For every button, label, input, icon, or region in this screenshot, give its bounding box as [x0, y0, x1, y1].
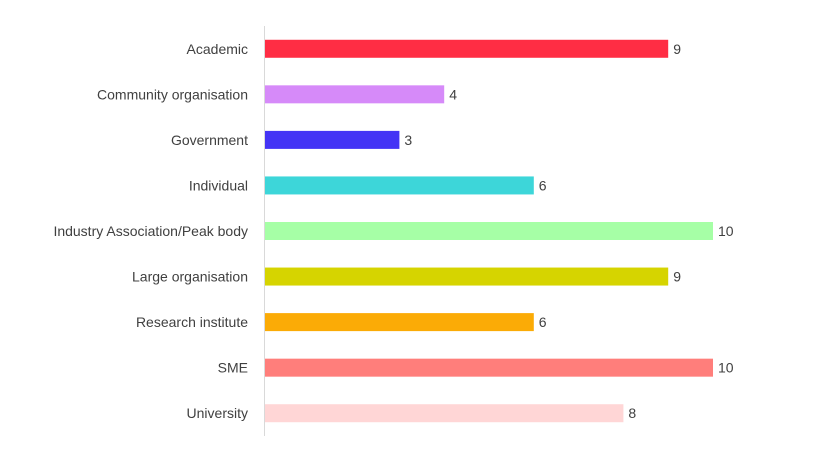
bar-individual [265, 176, 534, 195]
bar-group [265, 39, 713, 423]
category-label-research-institute: Research institute [136, 314, 248, 330]
category-label-university: University [187, 405, 248, 421]
category-labels: Academic Community organisation Government… [53, 41, 248, 421]
category-label-government: Government [171, 132, 248, 148]
value-label-government: 3 [404, 132, 412, 148]
category-label-academic: Academic [187, 41, 248, 57]
bar-large-organisation [265, 267, 669, 286]
bar-sme [265, 358, 713, 377]
category-label-community-organisation: Community organisation [97, 86, 248, 102]
value-label-research-institute: 6 [539, 314, 547, 330]
category-label-individual: Individual [189, 177, 248, 193]
bar-university [265, 404, 624, 423]
value-label-university: 8 [628, 405, 636, 421]
value-label-sme: 10 [718, 360, 734, 376]
value-label-community-organisation: 4 [449, 86, 457, 102]
bar-academic [265, 39, 669, 58]
category-label-large-organisation: Large organisation [132, 269, 248, 285]
bar-industry-association-peak-body [265, 222, 713, 240]
value-labels: 9 4 3 6 10 9 6 10 8 [404, 41, 733, 421]
value-label-large-organisation: 9 [673, 269, 681, 285]
category-label-sme: SME [218, 360, 248, 376]
bar-community-organisation [265, 85, 445, 104]
bar-research-institute [265, 313, 534, 332]
value-label-academic: 9 [673, 41, 681, 57]
value-label-individual: 6 [539, 177, 547, 193]
bar-government [265, 130, 400, 149]
value-label-industry-association-peak-body: 10 [718, 223, 734, 239]
category-label-industry-association-peak-body: Industry Association/Peak body [53, 223, 248, 239]
